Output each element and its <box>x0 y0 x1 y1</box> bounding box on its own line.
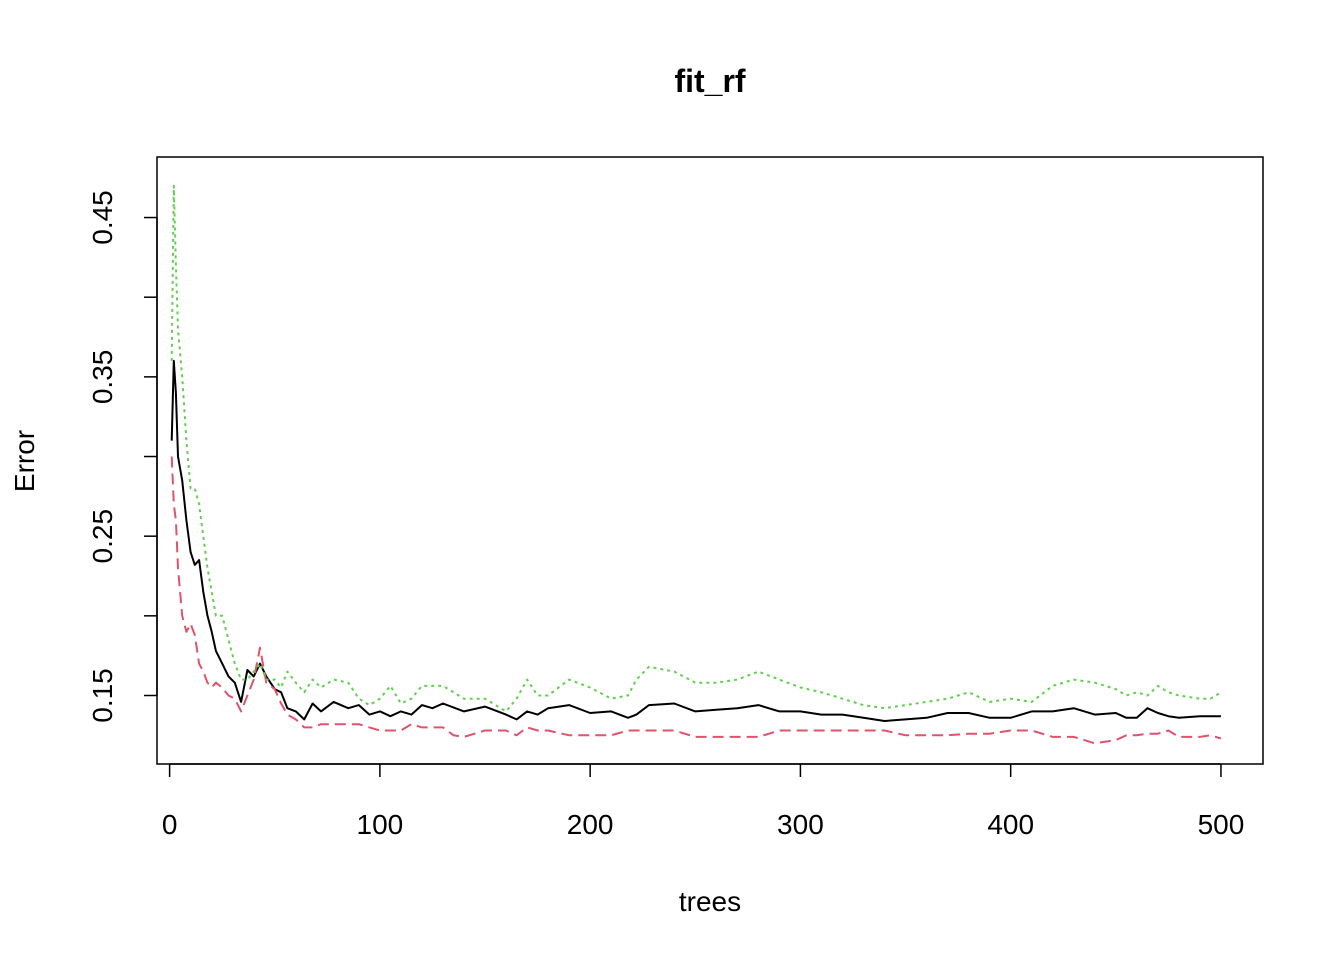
y-tick-label: 0.35 <box>87 350 118 405</box>
series-line-1 <box>170 456 1222 745</box>
x-tick-label: 200 <box>567 809 614 840</box>
x-tick-label: 500 <box>1198 809 1245 840</box>
series-layer <box>170 184 1222 745</box>
x-tick-label: 400 <box>987 809 1034 840</box>
y-axis-label: Error <box>9 430 40 492</box>
chart-title: fit_rf <box>674 63 745 99</box>
plot-frame <box>156 156 1264 765</box>
x-tick-label: 100 <box>357 809 404 840</box>
x-tick-label: 300 <box>777 809 824 840</box>
y-axis: 0.15 0.25 0.35 0.45 <box>87 190 158 723</box>
series-line-0 <box>170 359 1221 722</box>
y-tick-label: 0.25 <box>87 509 118 564</box>
series-line-2 <box>170 184 1222 713</box>
y-tick-label: 0.45 <box>87 190 118 245</box>
x-axis-label: trees <box>679 886 741 917</box>
y-tick-label: 0.15 <box>87 668 118 723</box>
x-axis: 0 100 200 300 400 500 <box>162 763 1245 840</box>
x-tick-label: 0 <box>162 809 178 840</box>
